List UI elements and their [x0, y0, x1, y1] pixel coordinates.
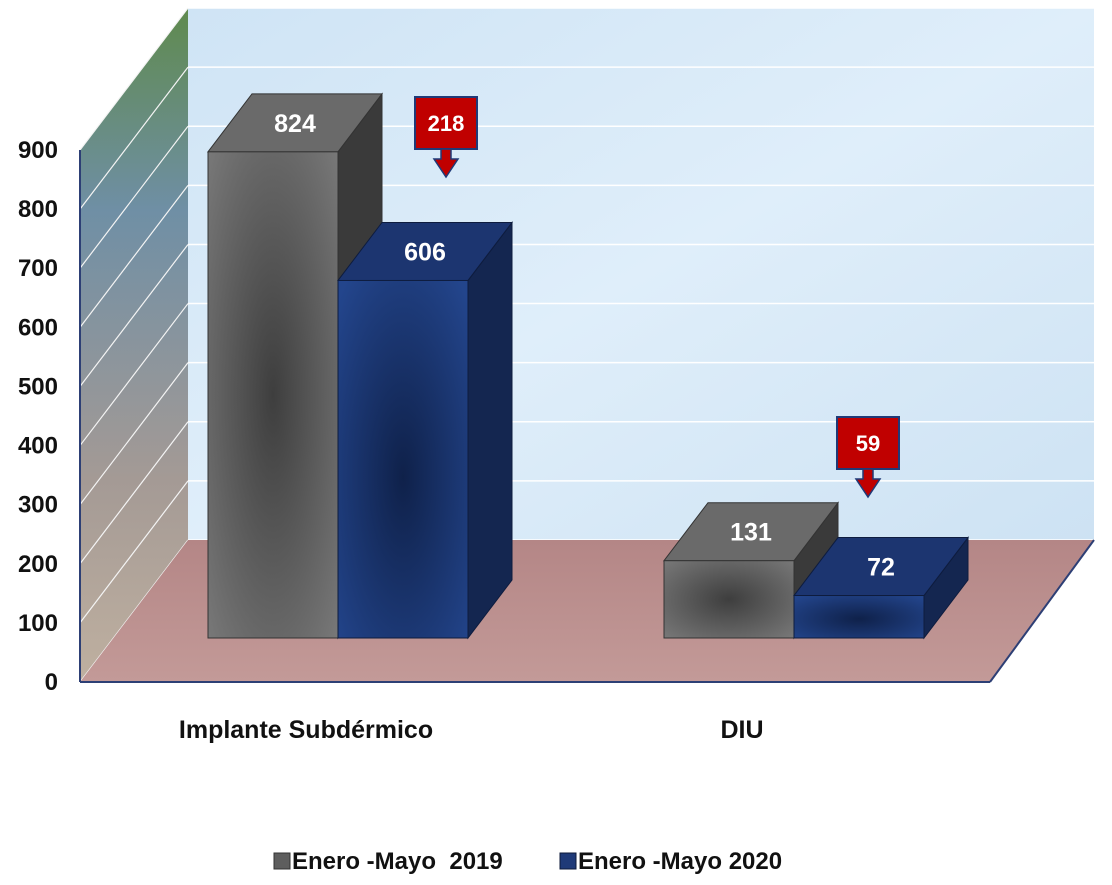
- callout-box: [836, 416, 900, 470]
- legend-label-2020: Enero -Mayo 2020: [578, 848, 782, 875]
- callouts: 218 59: [414, 96, 900, 499]
- bar-front: [793, 595, 925, 639]
- bar-front: [663, 560, 795, 639]
- callout-box: [414, 96, 478, 150]
- legend-label-2019: Enero -Mayo 2019: [292, 848, 503, 875]
- bar-side: [467, 220, 513, 640]
- y-tick-label: 100: [18, 610, 58, 637]
- floor-right-edge: [989, 539, 1095, 683]
- bar-front: [207, 151, 339, 639]
- y-axis: 0 100 200 300 400 500 600 700 800 900: [18, 137, 58, 696]
- difference-callout: 218: [414, 96, 478, 179]
- y-tick-label: 600: [18, 314, 58, 341]
- gridline-side: [79, 480, 189, 624]
- arrow-down-icon: [432, 148, 460, 179]
- category-label-implante: Implante Subdérmico: [179, 716, 433, 744]
- bar-value-label: 606: [404, 238, 446, 266]
- y-tick-label: 200: [18, 551, 58, 578]
- side-wall: [80, 8, 188, 682]
- bar: 72: [792, 536, 970, 640]
- y-tick-label: 800: [18, 196, 58, 223]
- gridline-side: [79, 66, 189, 210]
- callout-label: 59: [856, 431, 880, 456]
- gridline-side: [79, 421, 189, 565]
- gridline-side: [79, 184, 189, 328]
- gridline-side: [79, 303, 189, 446]
- legend-swatch-2019: [273, 852, 291, 870]
- category-label-diu: DIU: [720, 716, 763, 744]
- legend-swatch-2020: [559, 852, 577, 870]
- y-tick-label: 500: [18, 373, 58, 400]
- bar-value-label: 824: [274, 110, 316, 138]
- gridline-side: [79, 362, 189, 506]
- y-tick-label: 700: [18, 255, 58, 282]
- bar-value-label: 72: [867, 554, 895, 582]
- gridline-side: [79, 244, 189, 387]
- legend: Enero -Mayo 2019 Enero -Mayo 2020: [273, 848, 782, 875]
- arrow-down-icon: [854, 468, 882, 499]
- bars: 824 606 131 72: [206, 92, 970, 640]
- difference-callout: 59: [836, 416, 900, 499]
- bar-front: [337, 279, 469, 639]
- y-tick-label: 0: [45, 669, 58, 696]
- y-tick-label: 300: [18, 492, 58, 519]
- gridline-side: [79, 7, 189, 151]
- bar: 606: [336, 220, 514, 640]
- y-tick-label: 900: [18, 137, 58, 164]
- y-tick-label: 400: [18, 433, 58, 460]
- gridline-side: [79, 125, 189, 269]
- callout-label: 218: [428, 111, 465, 136]
- bar-value-label: 131: [730, 519, 772, 547]
